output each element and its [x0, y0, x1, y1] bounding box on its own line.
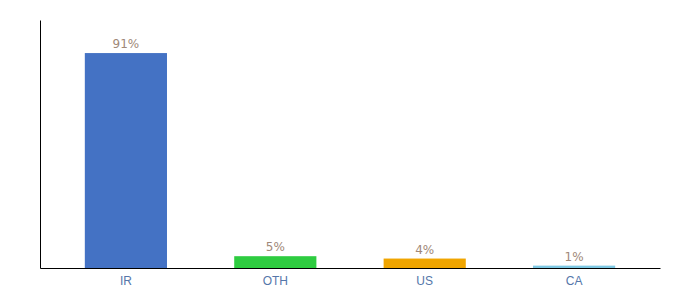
x-tick-label: CA	[566, 274, 583, 288]
bars	[85, 53, 615, 268]
bar	[234, 256, 316, 268]
x-tick-label: IR	[120, 274, 132, 288]
bar	[85, 53, 167, 268]
x-tick: CA	[566, 268, 583, 288]
chart: IR OTH US CA 91% 5% 4% 1%	[0, 0, 680, 300]
x-tick: US	[416, 268, 433, 288]
bar	[384, 259, 466, 268]
x-tick: OTH	[263, 268, 288, 288]
data-label: 4%	[415, 243, 434, 257]
bar	[533, 266, 615, 268]
x-tick-label: US	[416, 274, 433, 288]
data-labels: 91% 5% 4% 1%	[113, 37, 584, 264]
data-label: 91%	[113, 37, 140, 51]
x-tick-label: OTH	[263, 274, 288, 288]
x-tick: IR	[120, 268, 132, 288]
x-axis: IR OTH US CA	[41, 268, 661, 288]
data-label: 1%	[565, 250, 584, 264]
y-axis	[40, 21, 41, 269]
x-axis-line	[41, 268, 661, 269]
y-axis-line	[40, 21, 41, 269]
data-label: 5%	[266, 240, 285, 254]
plot: IR OTH US CA 91% 5% 4% 1%	[41, 21, 661, 288]
